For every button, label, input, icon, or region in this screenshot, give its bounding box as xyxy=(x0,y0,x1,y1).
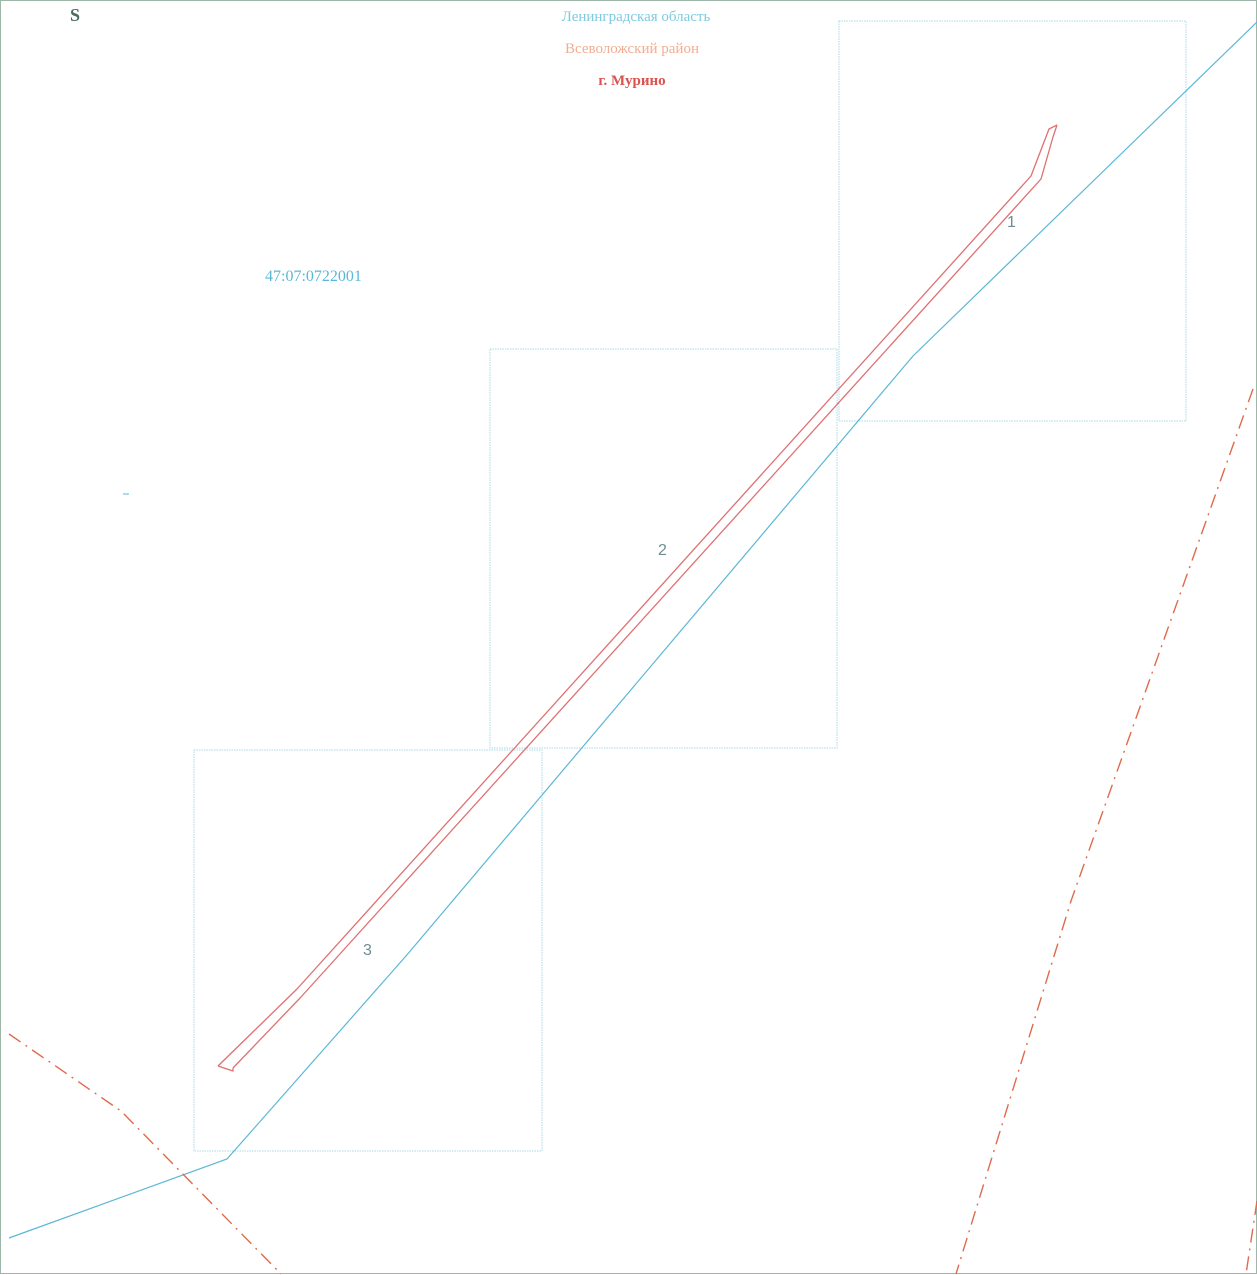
sheet-number-1: 1 xyxy=(1007,214,1016,231)
sheet-number-2: 2 xyxy=(658,542,667,559)
object-outline-inner[interactable] xyxy=(217,124,1058,1072)
district-name: Всеволожский район xyxy=(565,41,699,57)
city-boundary-right[interactable] xyxy=(955,388,1254,1275)
corner-letter: S xyxy=(70,5,81,25)
quarter-boundary-line[interactable] xyxy=(8,21,1257,1239)
sheet-frame-2[interactable] xyxy=(489,348,838,749)
cadastral-quarter-label: 47:07:0722001 xyxy=(265,268,362,285)
region-name: Ленинградская область xyxy=(561,9,711,25)
sheet-frame-3[interactable] xyxy=(193,749,543,1152)
sheet-number-3: 3 xyxy=(363,942,372,959)
city-name: г. Мурино xyxy=(598,73,666,89)
city-boundary-left[interactable] xyxy=(8,1033,282,1275)
city-boundary-edge[interactable] xyxy=(1245,1200,1257,1275)
object-outline-outer[interactable] xyxy=(217,124,1058,1067)
sheet-frame-1[interactable] xyxy=(838,20,1187,422)
